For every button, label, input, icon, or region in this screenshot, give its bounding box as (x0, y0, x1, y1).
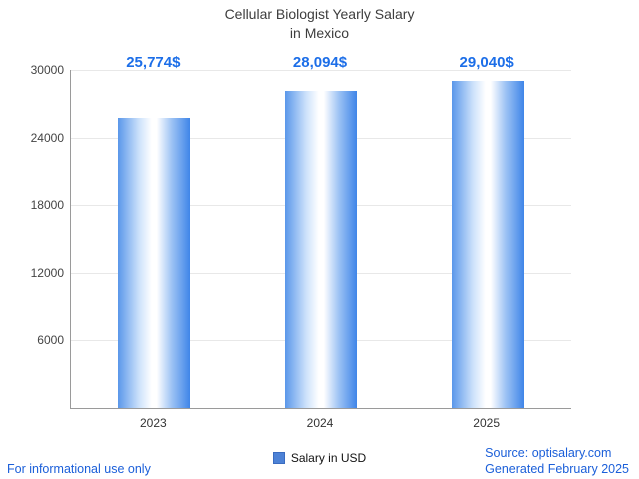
chart-title: Cellular Biologist Yearly Salary in Mexi… (0, 5, 639, 43)
bar-2025[interactable] (451, 80, 524, 408)
bar-2024[interactable] (285, 91, 357, 408)
y-tick-label: 6000 (37, 333, 64, 348)
y-tick-label: 24000 (30, 130, 64, 145)
x-tick-label-2023: 2023 (139, 416, 167, 430)
legend-label: Salary in USD (290, 451, 367, 465)
disclaimer-text: For informational use only (7, 462, 151, 476)
gridline (71, 70, 571, 71)
chart-legend: Salary in USD (0, 451, 639, 465)
x-tick-label-2024: 2024 (306, 416, 334, 430)
y-tick-label: 18000 (30, 198, 64, 213)
source-block: Source: optisalary.com Generated Februar… (485, 445, 629, 478)
plot-area (70, 70, 571, 409)
bar-value-label-2023: 25,774$ (126, 54, 181, 71)
bar-value-label-2025: 29,040$ (459, 54, 514, 71)
chart-title-line2: in Mexico (289, 24, 350, 41)
chart-title-line1: Cellular Biologist Yearly Salary (224, 6, 415, 22)
y-tick-label: 30000 (30, 63, 64, 77)
legend-swatch-icon (272, 452, 285, 464)
generated-text: Generated February 2025 (485, 461, 629, 476)
bar-2023[interactable] (118, 117, 191, 408)
y-tick-label: 12000 (30, 265, 64, 280)
x-tick-label-2025: 2025 (473, 416, 501, 430)
bar-value-label-2024: 28,094$ (292, 54, 348, 71)
source-text: Source: optisalary.com (485, 445, 612, 460)
